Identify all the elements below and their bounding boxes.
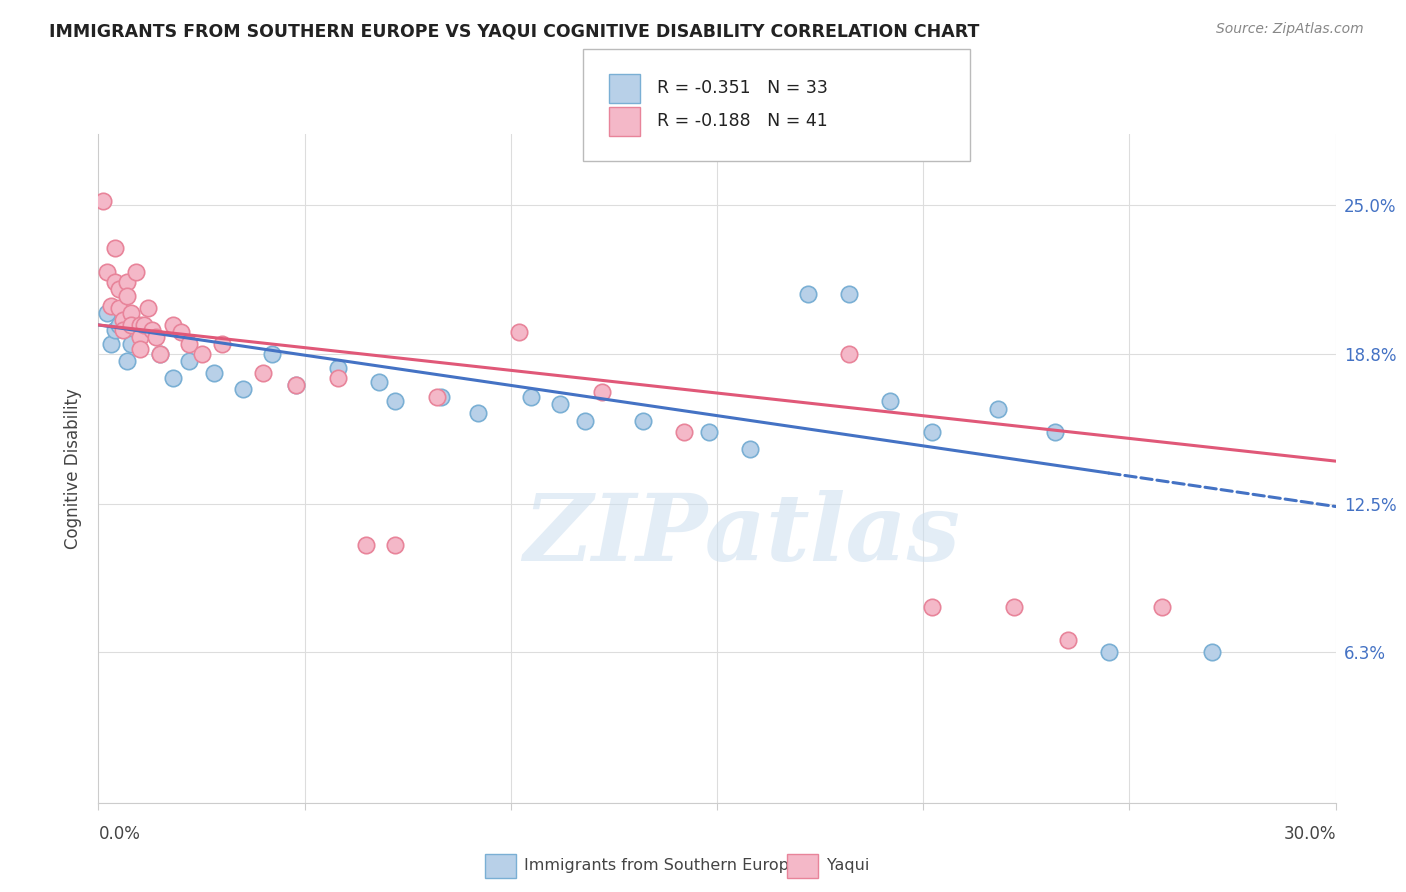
Point <box>285 377 308 392</box>
Point <box>1201 645 1223 659</box>
Point <box>128 342 150 356</box>
Point <box>285 377 308 392</box>
Point <box>921 425 943 440</box>
Point <box>838 346 860 360</box>
Point <box>190 346 212 360</box>
Text: Yaqui: Yaqui <box>827 858 869 872</box>
Point <box>170 325 193 339</box>
Point <box>162 318 184 332</box>
Point <box>211 337 233 351</box>
Point <box>1152 599 1174 614</box>
Point <box>550 397 572 411</box>
Point <box>1056 633 1078 648</box>
Point <box>112 323 135 337</box>
Point <box>384 394 406 409</box>
Point <box>631 413 654 427</box>
Point <box>797 286 820 301</box>
Point <box>141 323 163 337</box>
Point <box>429 390 451 404</box>
Point <box>128 318 150 332</box>
Point <box>117 289 139 303</box>
Point <box>100 299 122 313</box>
Point <box>179 337 201 351</box>
Point <box>838 286 860 301</box>
Point <box>108 282 131 296</box>
Point <box>108 318 131 332</box>
Point <box>132 318 155 332</box>
Point <box>986 401 1008 416</box>
Point <box>128 330 150 344</box>
Text: R = -0.351   N = 33: R = -0.351 N = 33 <box>657 79 828 97</box>
Point <box>136 301 159 316</box>
Point <box>117 353 139 368</box>
Point <box>96 265 118 279</box>
Point <box>467 406 489 420</box>
Text: Source: ZipAtlas.com: Source: ZipAtlas.com <box>1216 22 1364 37</box>
Y-axis label: Cognitive Disability: Cognitive Disability <box>65 388 83 549</box>
Point <box>91 194 114 208</box>
Point <box>260 346 283 360</box>
Point <box>104 242 127 256</box>
Point <box>356 538 378 552</box>
Point <box>104 323 127 337</box>
Point <box>697 425 720 440</box>
Point <box>120 306 142 320</box>
Point <box>879 394 901 409</box>
Point <box>162 370 184 384</box>
Point <box>120 337 142 351</box>
Point <box>326 361 349 376</box>
Point <box>384 538 406 552</box>
Text: IMMIGRANTS FROM SOUTHERN EUROPE VS YAQUI COGNITIVE DISABILITY CORRELATION CHART: IMMIGRANTS FROM SOUTHERN EUROPE VS YAQUI… <box>49 22 980 40</box>
Point <box>145 330 167 344</box>
Point <box>574 413 596 427</box>
Text: Immigrants from Southern Europe: Immigrants from Southern Europe <box>524 858 799 872</box>
Point <box>232 383 254 397</box>
Text: 30.0%: 30.0% <box>1284 825 1336 843</box>
Point <box>149 346 172 360</box>
Point <box>591 384 613 399</box>
Point <box>921 599 943 614</box>
Text: 0.0%: 0.0% <box>98 825 141 843</box>
Text: ZIPatlas: ZIPatlas <box>523 491 960 580</box>
Point <box>112 313 135 327</box>
Point <box>1045 425 1067 440</box>
Point <box>426 390 449 404</box>
Point <box>326 370 349 384</box>
Point <box>120 318 142 332</box>
Point <box>128 327 150 342</box>
Point <box>252 366 274 380</box>
Point <box>179 353 201 368</box>
Point <box>202 366 225 380</box>
Point <box>96 306 118 320</box>
Point <box>508 325 530 339</box>
Point <box>149 346 172 360</box>
Point <box>738 442 761 457</box>
Point <box>673 425 696 440</box>
Text: R = -0.188   N = 41: R = -0.188 N = 41 <box>657 112 827 130</box>
Point <box>124 265 146 279</box>
Point <box>100 337 122 351</box>
Point <box>367 376 389 390</box>
Point <box>1002 599 1025 614</box>
Point <box>117 275 139 289</box>
Point <box>1098 645 1121 659</box>
Point <box>108 301 131 316</box>
Point <box>104 275 127 289</box>
Point <box>520 390 543 404</box>
